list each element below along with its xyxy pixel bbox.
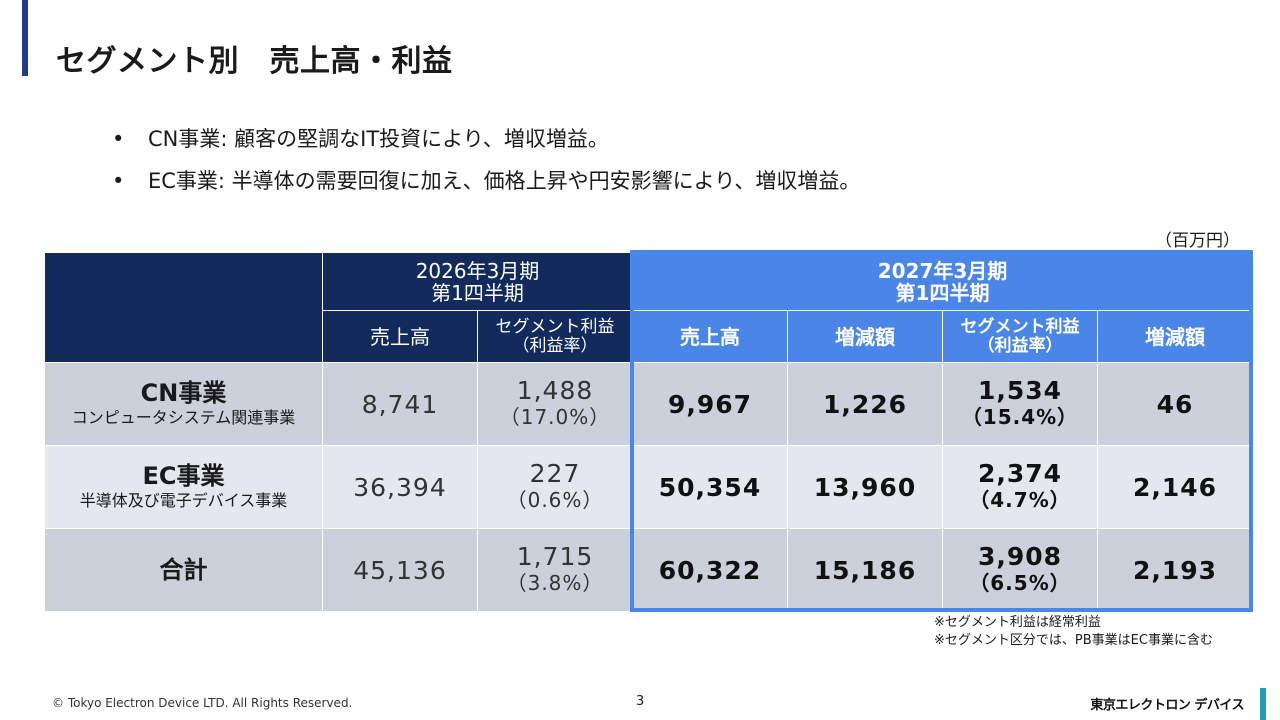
header-curr-profit-sub: （利益率） — [977, 335, 1063, 356]
curr-profit-cell: 1,534 （15.4%） — [942, 362, 1098, 446]
logo-accent-mark — [1260, 688, 1266, 720]
header-profit-change: 増減額 — [1096, 310, 1254, 363]
table-row-ec: EC事業 半導体及び電子デバイス事業 36,394 227 （0.6%） 50,… — [44, 445, 1254, 529]
prev-profit-cell: 1,715 （3.8%） — [477, 528, 633, 612]
header-prev-sales: 売上高 — [322, 310, 478, 363]
prev-profit-cell: 1,488 （17.0%） — [477, 362, 633, 446]
segment-name-cell: 合計 — [44, 528, 323, 612]
header-curr-profit-label: セグメント利益 — [960, 316, 1080, 337]
curr-margin: （15.4%） — [961, 405, 1079, 429]
bullet-list: CN事業: 顧客の堅調なIT投資により、増収増益。 EC事業: 半導体の需要回復… — [112, 118, 860, 202]
unit-label: （百万円） — [1155, 231, 1240, 251]
header-period-curr: 2027年3月期 第1四半期 — [631, 252, 1254, 311]
curr-profit: 1,534 — [977, 376, 1063, 405]
prev-margin: （3.8%） — [506, 571, 604, 595]
segment-name: CN事業 — [140, 379, 227, 407]
sales-change: 13,960 — [787, 445, 943, 529]
segment-table: 2026年3月期 第1四半期 2027年3月期 第1四半期 売上高 セグメント利… — [44, 252, 1254, 612]
prev-sales: 45,136 — [322, 528, 478, 612]
header-prev-profit-label: セグメント利益 — [495, 316, 615, 337]
curr-profit: 3,908 — [977, 542, 1063, 571]
bullet-cn: CN事業: 顧客の堅調なIT投資により、増収増益。 — [112, 118, 860, 160]
footnote-segment: ※セグメント区分では、PB事業はEC事業に含む — [934, 633, 1213, 648]
title-accent-bar — [22, 0, 28, 76]
segment-subtitle: 半導体及び電子デバイス事業 — [79, 491, 288, 510]
prev-sales: 8,741 — [322, 362, 478, 446]
profit-change: 46 — [1096, 362, 1254, 446]
header-period-prev: 2026年3月期 第1四半期 — [322, 252, 633, 311]
footnotes: ※セグメント利益は経常利益 ※セグメント区分では、PB事業はEC事業に含む — [934, 614, 1213, 650]
curr-profit: 2,374 — [977, 459, 1063, 488]
period-prev-quarter: 第1四半期 — [431, 280, 524, 305]
profit-change: 2,193 — [1096, 528, 1254, 612]
period-curr-year: 2027年3月期 — [877, 258, 1008, 283]
segment-name-cell: CN事業 コンピュータシステム関連事業 — [44, 362, 323, 446]
page-number: 3 — [636, 694, 645, 709]
prev-profit-cell: 227 （0.6%） — [477, 445, 633, 529]
header-sales-change: 増減額 — [787, 310, 943, 363]
profit-change: 2,146 — [1096, 445, 1254, 529]
prev-profit: 1,715 — [516, 542, 594, 571]
curr-profit-cell: 3,908 （6.5%） — [942, 528, 1098, 612]
prev-profit: 227 — [529, 459, 581, 488]
segment-name-cell: EC事業 半導体及び電子デバイス事業 — [44, 445, 323, 529]
header-prev-profit-sub: （利益率） — [512, 335, 598, 356]
company-logo: 東京エレクトロン デバイス — [1090, 698, 1244, 713]
period-curr-quarter: 第1四半期 — [895, 280, 990, 305]
bullet-ec: EC事業: 半導体の需要回復に加え、価格上昇や円安影響により、増収増益。 — [112, 160, 860, 202]
prev-sales: 36,394 — [322, 445, 478, 529]
header-row-columns: 売上高 セグメント利益 （利益率） 売上高 増減額 セグメント利益 （利益率） … — [45, 310, 1254, 363]
prev-profit: 1,488 — [516, 376, 594, 405]
curr-sales: 60,322 — [632, 528, 788, 612]
footer-copyright: © Tokyo Electron Device LTD. All Rights … — [52, 696, 353, 710]
segment-subtitle: コンピュータシステム関連事業 — [71, 408, 296, 427]
header-row-periods: 2026年3月期 第1四半期 2027年3月期 第1四半期 — [44, 252, 1254, 363]
prev-margin: （0.6%） — [506, 488, 604, 512]
header-curr-profit: セグメント利益 （利益率） — [942, 310, 1098, 363]
header-curr-sales: 売上高 — [632, 310, 788, 363]
curr-margin: （4.7%） — [969, 488, 1071, 512]
curr-sales: 50,354 — [632, 445, 788, 529]
sales-change: 15,186 — [787, 528, 943, 612]
slide-title: セグメント別 売上高・利益 — [56, 44, 453, 79]
prev-margin: （17.0%） — [499, 405, 611, 429]
sales-change: 1,226 — [787, 362, 943, 446]
curr-margin: （6.5%） — [969, 571, 1071, 595]
table-row-cn: CN事業 コンピュータシステム関連事業 8,741 1,488 （17.0%） … — [44, 362, 1254, 446]
header-prev-profit: セグメント利益 （利益率） — [477, 310, 633, 363]
table-row-total: 合計 45,136 1,715 （3.8%） 60,322 15,186 3,9… — [44, 528, 1254, 612]
segment-name: 合計 — [159, 556, 208, 584]
curr-profit-cell: 2,374 （4.7%） — [942, 445, 1098, 529]
footnote-profit: ※セグメント利益は経常利益 — [934, 615, 1101, 630]
period-prev-year: 2026年3月期 — [415, 258, 540, 283]
segment-name: EC事業 — [142, 462, 225, 490]
curr-sales: 9,967 — [632, 362, 788, 446]
header-corner — [44, 252, 323, 363]
